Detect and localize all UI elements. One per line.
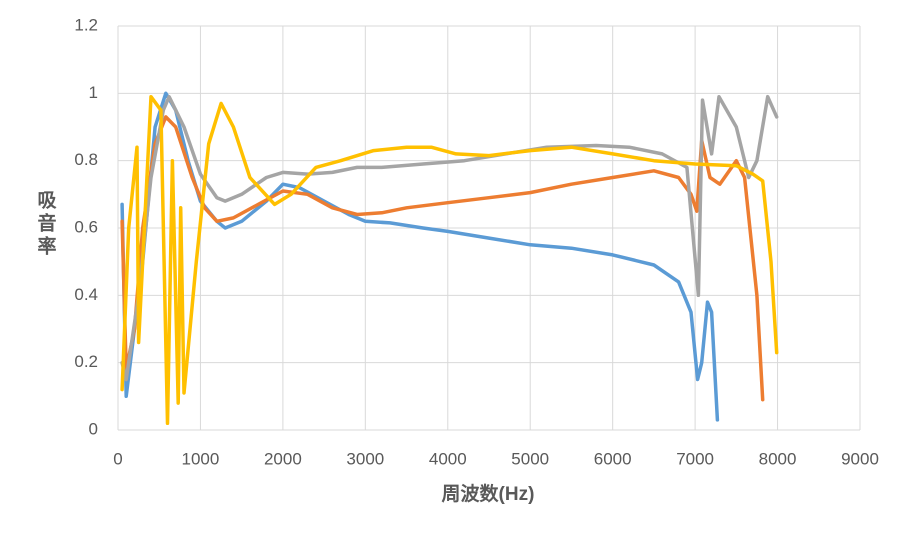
y-tick-label: 0.6: [74, 217, 98, 236]
x-tick-label: 2000: [264, 449, 302, 468]
x-tick-label: 3000: [346, 449, 384, 468]
x-tick-label: 7000: [676, 449, 714, 468]
x-tick-label: 8000: [759, 449, 797, 468]
series-line: [120, 115, 765, 402]
series-line: [120, 94, 779, 382]
x-tick-label: 6000: [594, 449, 632, 468]
y-tick-label: 0.8: [74, 150, 98, 169]
y-tick-label: 0: [89, 419, 98, 438]
x-axis-label: 周波数(Hz): [442, 482, 535, 505]
x-tick-label: 0: [113, 449, 122, 468]
x-tick-label: 4000: [429, 449, 467, 468]
y-tick-label: 1.2: [74, 15, 98, 34]
series-line: [120, 91, 720, 422]
y-tick-label: 1: [89, 83, 98, 102]
y-tick-label: 0.4: [74, 285, 98, 304]
x-tick-label: 1000: [182, 449, 220, 468]
series-line: [120, 94, 779, 426]
x-tick-label: 9000: [841, 449, 879, 468]
y-tick-label: 0.2: [74, 352, 98, 371]
x-tick-label: 5000: [511, 449, 549, 468]
y-axis-label: 吸音率: [35, 190, 57, 259]
